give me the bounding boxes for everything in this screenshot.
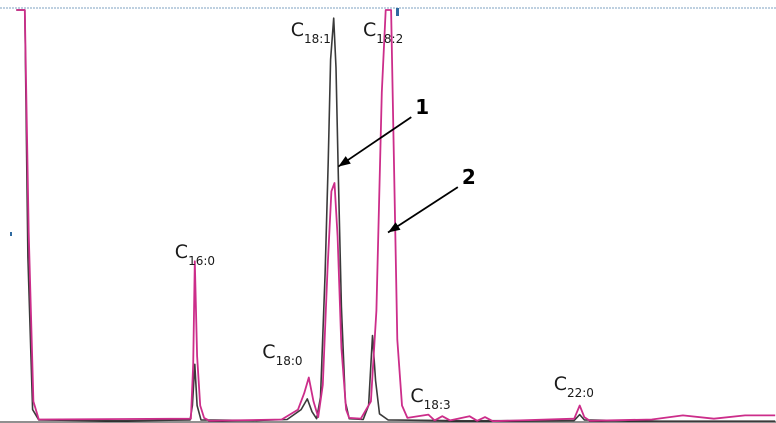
- chart-frame: [0, 7, 776, 423]
- callout-arrow-1: [337, 116, 412, 168]
- peak-label-18-2: C18:2: [363, 19, 403, 46]
- callout-arrowhead-2: [388, 222, 401, 233]
- callout-label-1: 1: [415, 95, 429, 119]
- peak-label-22-0: C22:0: [554, 373, 594, 400]
- callout-label-2: 2: [462, 165, 476, 189]
- callout-arrowhead-1: [338, 156, 351, 167]
- peak-label-16-0: C16:0: [175, 241, 215, 268]
- peak-label-18-0: C18:0: [262, 341, 302, 368]
- left-tick-mark: [10, 232, 12, 236]
- callout-layer: 12: [337, 95, 476, 234]
- series-layer: [16, 9, 776, 423]
- series-trace-2: [16, 9, 776, 423]
- top-tick-mark: [396, 8, 399, 16]
- peak-label-layer: C16:0 C18:1 C18:2 C18:0 C18:3 C22:0: [175, 19, 594, 412]
- peak-label-18-3: C18:3: [410, 385, 450, 412]
- peak-label-18-1: C18:1: [291, 19, 331, 46]
- callout-arrow-2: [387, 186, 459, 234]
